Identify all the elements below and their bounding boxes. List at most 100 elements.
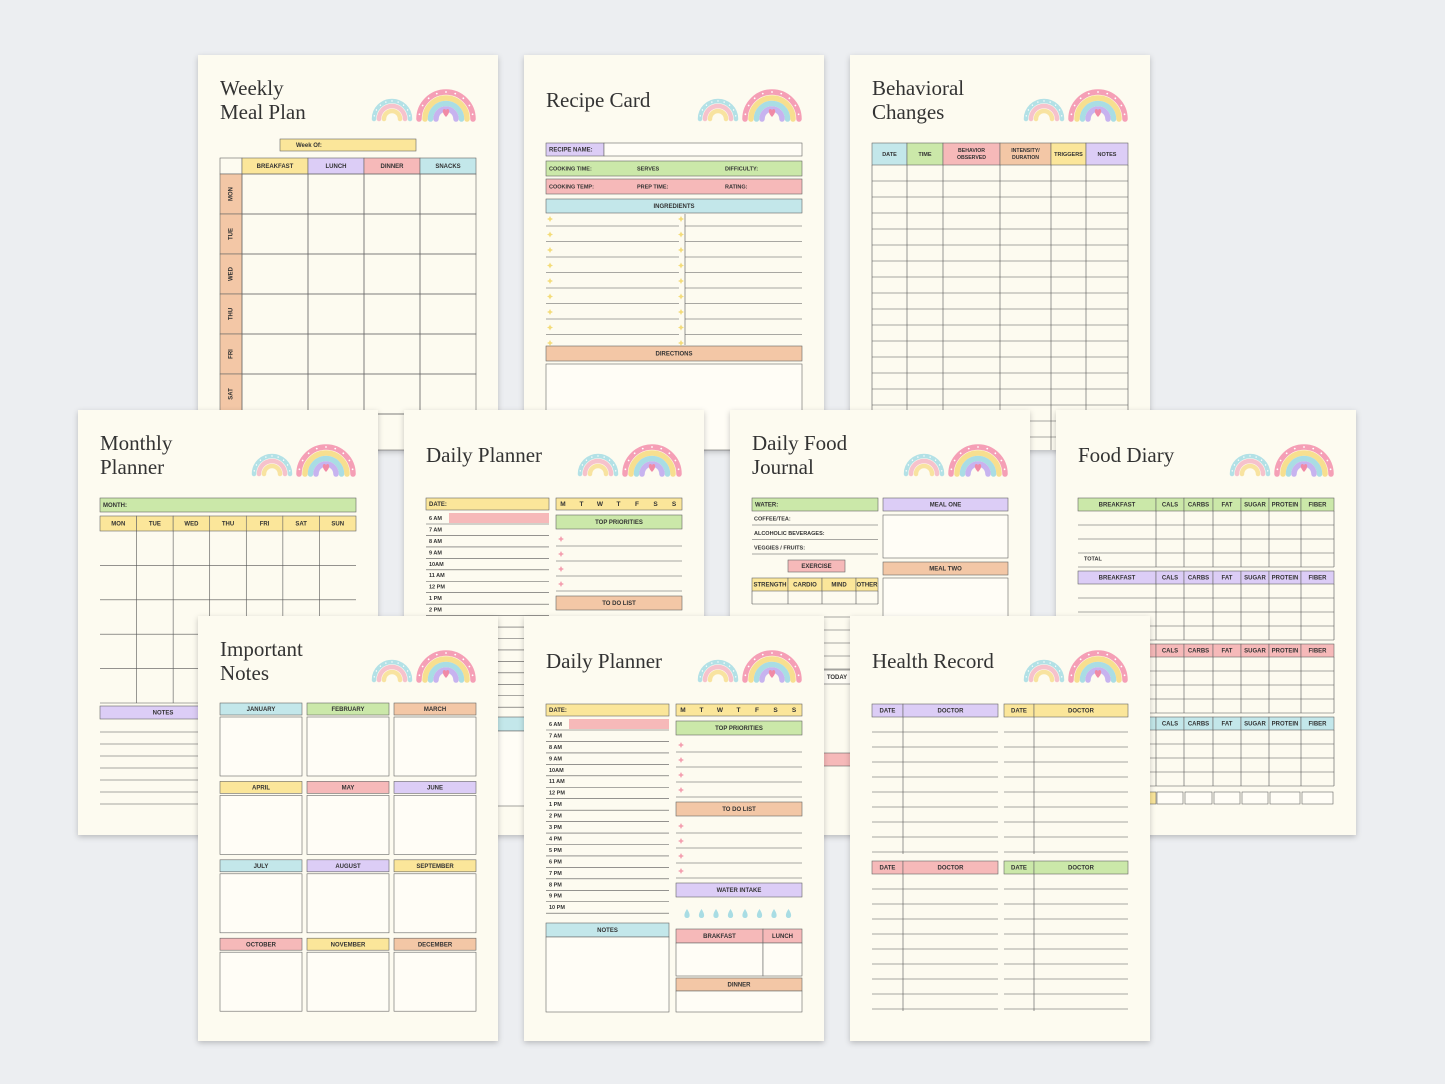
rainbow-dot — [797, 674, 800, 677]
rainbow-dot — [375, 109, 378, 111]
label: MEAL ONE — [930, 503, 962, 509]
cell — [1241, 791, 1269, 805]
label: W — [597, 501, 604, 508]
label: INGREDIENTS — [653, 204, 694, 210]
water-drop — [698, 909, 705, 918]
label: TOTAL — [1084, 556, 1102, 562]
rainbow-dot — [701, 109, 704, 111]
rainbow-dot — [1049, 101, 1051, 103]
rainbow-dot — [1123, 674, 1126, 677]
rainbow-dot — [1070, 113, 1073, 116]
label: WED — [184, 522, 199, 528]
label: PROTEIN — [1272, 722, 1299, 728]
star-icon — [678, 787, 684, 793]
heart-icon — [1300, 464, 1308, 472]
rainbow-dot — [421, 104, 424, 107]
cell — [306, 716, 390, 777]
star-icon — [558, 536, 564, 542]
rainbow-dot — [435, 653, 438, 656]
rainbow-dot — [603, 456, 605, 458]
label: SUGAR — [1244, 722, 1266, 728]
cell — [1085, 142, 1129, 166]
rainbow-dot — [744, 674, 747, 677]
label: DECEMBER — [418, 942, 453, 948]
star-icon — [678, 216, 684, 222]
cell — [219, 937, 303, 951]
label: TO DO LIST — [722, 807, 756, 813]
label: 6 AM — [549, 722, 562, 728]
rainbow-dot — [717, 661, 719, 663]
rainbow-band — [587, 463, 609, 477]
heart-icon — [322, 464, 330, 472]
rainbow-band — [639, 461, 665, 477]
label: SUGAR — [1244, 576, 1266, 582]
label: F — [755, 707, 759, 714]
label: NOTES — [153, 711, 174, 717]
cell — [675, 990, 803, 1013]
label: OCTOBER — [246, 942, 277, 948]
rainbow-dot — [253, 470, 255, 472]
cell — [545, 703, 670, 717]
rainbow-dot — [1037, 662, 1039, 664]
rainbow-band — [261, 463, 283, 477]
label: FRI — [229, 349, 235, 359]
rainbow-band — [1074, 95, 1122, 122]
rainbow-dot — [1043, 100, 1045, 102]
cell — [306, 781, 390, 794]
star-icon — [678, 757, 684, 763]
label: 3 PM — [549, 825, 562, 831]
cell — [306, 873, 390, 934]
label: NOVEMBER — [331, 942, 366, 948]
label: JULY — [254, 864, 269, 870]
label: BREAKFAST — [257, 164, 294, 170]
rainbow-dot — [379, 665, 382, 667]
cell — [99, 497, 357, 513]
page-title: Health Record — [872, 649, 994, 673]
rainbow-band — [1028, 103, 1060, 122]
rainbow-dot — [418, 113, 421, 116]
rainbow-dot — [1293, 447, 1296, 450]
rainbow-dot — [445, 91, 447, 93]
rainbow-band — [1033, 108, 1055, 122]
rainbow-dot — [1049, 662, 1051, 664]
cell — [219, 873, 303, 934]
cell — [425, 497, 550, 511]
rainbow-dot — [1003, 468, 1006, 471]
rainbow-band — [376, 664, 408, 683]
cell — [675, 703, 803, 717]
label: FRI — [260, 522, 270, 528]
label: WATER INTAKE — [717, 888, 762, 894]
label: BRAKFAST — [703, 934, 736, 940]
rainbow-band — [702, 664, 734, 683]
rainbow-dot — [325, 446, 327, 448]
rainbow-dot — [375, 670, 378, 672]
rainbow-dot — [471, 674, 474, 677]
label: SUGAR — [1244, 503, 1266, 509]
label: EXERCISE — [801, 564, 831, 570]
star-icon — [678, 340, 684, 346]
rainbow-dot — [651, 446, 653, 448]
rainbow-dot — [744, 113, 747, 116]
label: MARCH — [424, 707, 446, 713]
rainbow-dot — [1043, 661, 1045, 663]
label: 11 AM — [549, 779, 565, 785]
label: 5 PM — [549, 848, 562, 854]
label: THU — [229, 308, 235, 320]
rainbow-dot — [1054, 104, 1057, 106]
rainbow-band — [753, 661, 791, 683]
rainbow-dot — [794, 665, 797, 668]
cell — [675, 720, 803, 736]
rainbow-dot — [608, 459, 611, 461]
label: T — [580, 501, 584, 508]
cell — [393, 873, 477, 934]
rainbow-dot — [445, 652, 447, 654]
label: DIRECTIONS — [655, 352, 692, 358]
label: 4 PM — [549, 836, 562, 842]
page-title: Notes — [220, 661, 269, 685]
rainbow-dot — [255, 464, 258, 466]
rainbow-band — [376, 103, 408, 122]
page-title: Important — [220, 637, 303, 661]
rainbow-dot — [1233, 464, 1236, 466]
rainbow-dot — [1285, 452, 1288, 455]
rainbow-dot — [1058, 109, 1061, 111]
